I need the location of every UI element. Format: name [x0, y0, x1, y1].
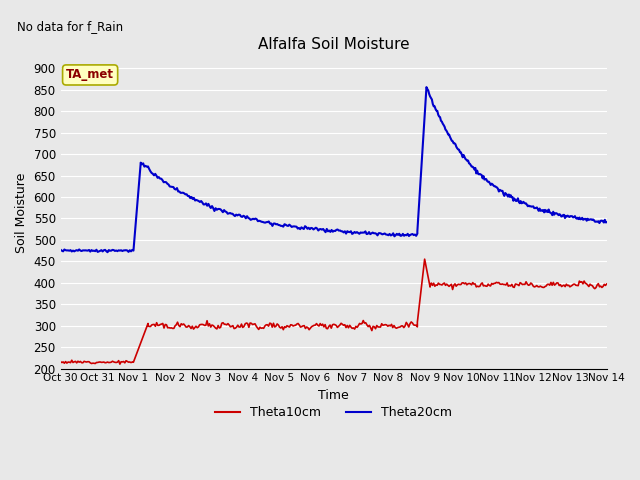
X-axis label: Time: Time — [318, 389, 349, 402]
Y-axis label: Soil Moisture: Soil Moisture — [15, 173, 28, 253]
Title: Alfalfa Soil Moisture: Alfalfa Soil Moisture — [258, 37, 410, 52]
Text: No data for f_Rain: No data for f_Rain — [17, 20, 123, 33]
Text: TA_met: TA_met — [66, 69, 114, 82]
Legend: Theta10cm, Theta20cm: Theta10cm, Theta20cm — [210, 401, 457, 424]
